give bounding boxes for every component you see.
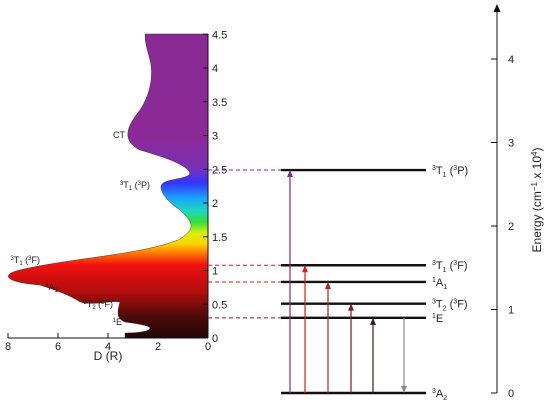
energy-level-label-t1p: 3T1 (3P) (432, 165, 468, 179)
spectrum-y-tick-label: 1.5 (212, 232, 227, 244)
energy-axis-tick-label: 4 (508, 54, 514, 66)
spectrum-x-tick-label: 4 (105, 341, 111, 353)
band-label-t2f: 3T2 (3F) (83, 299, 113, 311)
transition-arrowhead-t2f (348, 303, 354, 311)
energy-axis-tick-label: 1 (508, 305, 514, 317)
energy-level-label-t1f: 3T1 (3F) (432, 260, 468, 274)
dashed-connectors (208, 169, 281, 319)
spectrum-x-tick-label: 2 (155, 341, 161, 353)
spectrum-y-tick-label: 1 (212, 266, 218, 278)
energy-axis-arrowhead (493, 4, 501, 12)
absorption-spectrum (8, 33, 209, 339)
energy-level-label-a2: 3A2 (432, 388, 447, 402)
spectrum-x-tick-label: 6 (55, 341, 61, 353)
energy-level-label-t2f: 3T2 (3F) (432, 299, 468, 313)
energy-level-label-e: 1E (432, 313, 443, 325)
spectrum-y-tick-label: 0.5 (212, 299, 227, 311)
energy-axis-title: Energy (cm−1 x 104) (530, 148, 544, 253)
spectrum-x-axis-label: D (R) (94, 349, 123, 363)
emission-arrowhead-e (401, 386, 407, 393)
band-label-ct: CT (113, 130, 125, 140)
spectrum-y-tick-label: 2.5 (212, 164, 227, 176)
band-label-a1: 1A1 (45, 282, 58, 294)
energy-level-label-a1: 1A1 (432, 277, 447, 291)
transition-arrowhead-e (370, 317, 376, 325)
band-label-t1p: 3T1 (3P) (120, 180, 150, 192)
transition-arrowhead-a1 (325, 281, 331, 289)
spectrum-x-ticks: 8 6 4 2 0 (5, 333, 211, 353)
spectrum-y-tick-label: 2 (212, 198, 218, 210)
spectrum-band-labels: CT 3T1 (3P) 3T1 (3F) 1A1 3T2 (3F) 1E (10, 130, 150, 327)
spectrum-y-tick-label: 4.5 (212, 29, 227, 41)
energy-axis-ticks: 0 1 2 3 4 (491, 54, 514, 400)
band-label-t1f: 3T1 (3F) (10, 255, 40, 267)
spectrum-y-tick-label: 0 (212, 333, 218, 345)
spectrum-y-tick-label: 3.5 (212, 97, 227, 109)
energy-axis-tick-label: 2 (508, 221, 514, 233)
transition-arrowhead-t1p (287, 170, 293, 178)
spectrum-x-tick-label: 8 (5, 341, 11, 353)
spectrum-x-tick-label: 0 (205, 341, 211, 353)
transition-arrowhead-t1f (302, 265, 308, 273)
spectrum-y-ticks: 0 0.5 1 1.5 2 2.5 3 3.5 4 4.5 (203, 29, 227, 345)
energy-axis-tick-label: 3 (508, 138, 514, 150)
transition-arrows (287, 170, 407, 393)
spectrum-y-tick-label: 4 (212, 63, 218, 75)
band-label-e: 1E (113, 317, 122, 327)
spectrum-y-tick-label: 3 (212, 131, 218, 143)
energy-axis-tick-label: 0 (508, 388, 514, 400)
